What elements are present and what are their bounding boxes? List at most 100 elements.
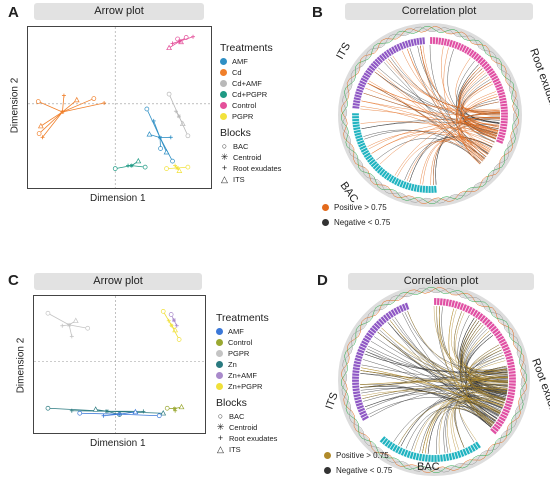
arrow-segment	[39, 112, 62, 134]
arrow-segment	[62, 96, 63, 112]
bac-segment	[422, 186, 425, 193]
root-exudate-point	[70, 334, 74, 338]
arrow-plot-c	[33, 295, 206, 434]
panel-c-ylabel: Dimension 2	[15, 338, 26, 394]
legend-treatment-item: Control	[220, 100, 281, 111]
positive-label-b: Positive > 0.75	[334, 203, 387, 212]
centroid-point	[67, 323, 71, 327]
root-segment	[435, 37, 438, 44]
its-segment	[422, 37, 425, 44]
root-exudate-point	[60, 324, 64, 328]
bac-point	[186, 134, 190, 138]
panel-a-title: Arrow plot	[34, 3, 204, 20]
root-segment	[509, 374, 516, 377]
block-label: ITS	[229, 445, 241, 454]
treatment-label: PGPR	[228, 349, 249, 358]
its-segment	[352, 370, 359, 373]
centroid-point	[105, 409, 109, 413]
treatment-label: Cd	[232, 68, 242, 77]
arrow-segment	[41, 112, 63, 126]
root-exudate-point	[102, 101, 106, 105]
asterisk-icon: ✳	[220, 153, 229, 162]
bac-point	[169, 313, 173, 317]
its-segment	[352, 106, 359, 109]
root-segment	[430, 37, 432, 44]
centroid-point	[175, 166, 179, 170]
treatment-label: Zn+PGPR	[228, 382, 262, 391]
its-point	[74, 98, 79, 102]
bac-point	[171, 159, 175, 163]
corr-legend-d: Positive > 0.75 Negative < 0.75	[324, 448, 392, 478]
plus-icon: +	[216, 434, 225, 443]
treatment-label: PGPR	[232, 112, 253, 121]
triangle-icon: △	[216, 445, 225, 454]
arrow-plot-c-canvas	[34, 296, 205, 433]
legend-block-item: △ ITS	[216, 444, 277, 455]
bac-point	[143, 165, 147, 169]
panel-a-ylabel: Dimension 2	[9, 78, 20, 134]
treatment-swatch	[216, 350, 223, 357]
bac-point	[46, 406, 50, 410]
root-segment	[509, 377, 516, 380]
treatment-label: Cd+AMF	[232, 79, 262, 88]
root-exudate-point	[126, 164, 130, 168]
bac-point	[113, 167, 117, 171]
panel-letter-b: B	[312, 4, 323, 21]
bac-point	[177, 338, 181, 342]
root-segment	[509, 371, 516, 374]
bac-point	[157, 414, 161, 418]
root-exudate-point	[167, 319, 171, 323]
root-segment	[509, 383, 516, 386]
bac-point	[92, 97, 96, 101]
arrow-segment	[169, 41, 180, 48]
arrow-segment	[48, 313, 69, 325]
block-label: Centroid	[229, 423, 257, 432]
centroid-point	[118, 412, 122, 416]
ring-label-root: Root exudates	[529, 357, 550, 428]
bac-point	[167, 92, 171, 96]
root-segment	[508, 389, 515, 392]
root-exudate-point	[102, 414, 106, 418]
treatment-label: Zn	[228, 360, 237, 369]
block-label: Centroid	[233, 153, 261, 162]
block-label: BAC	[233, 142, 248, 151]
legend-block-item: ✳Centroid	[216, 422, 277, 433]
legend-treatment-item: Zn	[216, 359, 277, 370]
bac-segment	[352, 116, 359, 119]
panel-letter-c: C	[8, 272, 19, 289]
treatment-swatch	[216, 328, 223, 335]
its-point	[93, 407, 98, 411]
negative-chord	[462, 321, 508, 373]
arrow-segment	[43, 112, 63, 137]
treatment-label: AMF	[232, 57, 248, 66]
its-segment	[352, 385, 359, 388]
legend-treatment-item: Zn+AMF	[216, 370, 277, 381]
its-segment	[352, 382, 359, 385]
legend-treatment-item: Zn+PGPR	[216, 381, 277, 392]
positive-chord	[414, 399, 503, 451]
treatment-label: Cd+PGPR	[232, 90, 267, 99]
legend-treatment-item: AMF	[216, 326, 277, 337]
bac-point	[46, 311, 50, 315]
root-segment	[433, 37, 436, 44]
panel-letter-a: A	[8, 4, 19, 21]
root-exudate-point	[175, 324, 179, 328]
its-segment	[352, 388, 359, 391]
bac-point	[161, 309, 165, 313]
legend-block-item: +Root exudates	[220, 163, 281, 174]
negative-swatch-b	[322, 219, 329, 226]
ring-label-its: ITS	[334, 41, 353, 62]
root-segment	[434, 298, 437, 305]
root-segment	[500, 123, 507, 126]
bac-point	[37, 132, 41, 136]
its-segment	[419, 37, 422, 44]
arrow-segment	[104, 414, 120, 416]
treatment-label: Control	[232, 101, 256, 110]
root-segment	[501, 109, 508, 112]
its-segment	[352, 373, 359, 376]
bac-point	[145, 107, 149, 111]
plus-icon: +	[220, 164, 229, 173]
legend-block-item: ✳ Centroid	[220, 152, 281, 163]
treatment-label: AMF	[228, 327, 244, 336]
